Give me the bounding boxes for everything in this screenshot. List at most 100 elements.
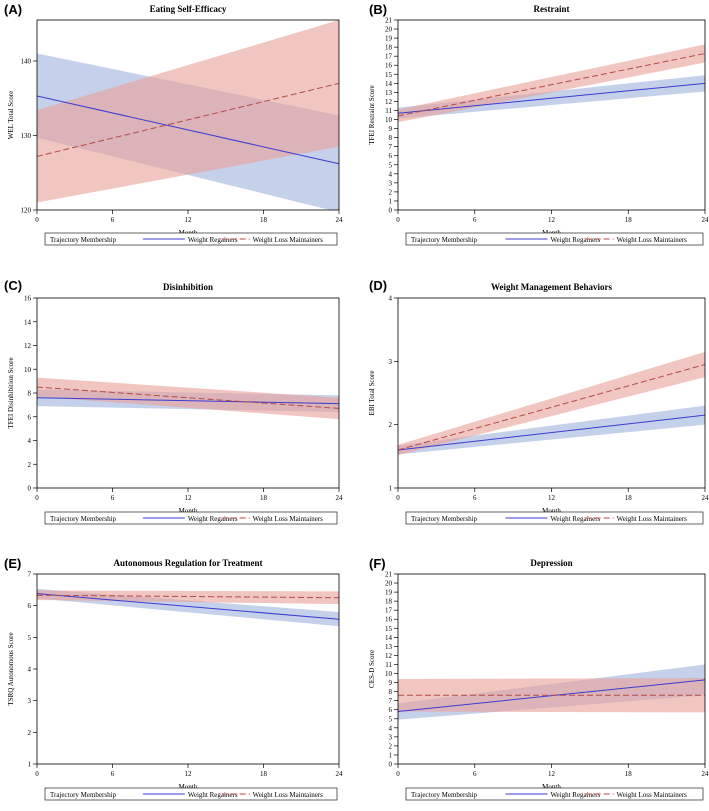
- y-tick-label: 8: [28, 390, 32, 398]
- y-tick-label: 140: [21, 57, 32, 65]
- panel-letter: (F): [369, 556, 386, 571]
- legend-regainers-label: Weight Regainers: [188, 515, 238, 523]
- y-tick-label: 7: [28, 571, 32, 579]
- y-tick-label: 16: [385, 62, 393, 70]
- chart-title: Eating Self-Efficacy: [150, 4, 227, 14]
- chart-title: Disinhibition: [163, 282, 213, 292]
- y-tick-label: 4: [28, 437, 32, 445]
- legend-maintainers-label: Weight Loss Maintainers: [253, 236, 323, 244]
- x-tick-label: 18: [625, 216, 633, 224]
- legend-title: Trajectory Membership: [50, 236, 117, 244]
- plot-area: [398, 44, 705, 123]
- y-tick-label: 10: [24, 366, 32, 374]
- y-tick-label: 16: [24, 295, 32, 303]
- y-tick-label: 8: [389, 134, 393, 142]
- y-tick-label: 15: [385, 71, 393, 79]
- y-tick-label: 14: [24, 318, 32, 326]
- maintainers-ci-band: [398, 351, 705, 456]
- legend-regainers-label: Weight Regainers: [188, 791, 238, 799]
- x-tick-label: 12: [185, 216, 193, 224]
- y-tick-label: 6: [28, 602, 32, 610]
- x-tick-label: 0: [35, 494, 39, 502]
- y-tick-label: 130: [21, 132, 32, 140]
- plot-area: [37, 588, 339, 627]
- y-tick-label: 3: [389, 733, 393, 741]
- x-tick-label: 12: [185, 770, 193, 778]
- x-axis-label: Month: [542, 507, 561, 515]
- legend-title: Trajectory Membership: [411, 515, 478, 523]
- regainers-line: [37, 593, 339, 620]
- legend-box: [405, 787, 704, 801]
- legend-regainers-label: Weight Regainers: [550, 236, 600, 244]
- legend: Trajectory Membership Weight Regainers Wei…: [44, 787, 338, 801]
- y-tick-label: 1: [389, 485, 393, 493]
- plot-frame: [397, 19, 706, 211]
- legend-title: Trajectory Membership: [50, 515, 117, 523]
- y-tick-label: 8: [389, 688, 393, 696]
- legend-regainers-label: Weight Regainers: [188, 236, 238, 244]
- maintainers-line: [37, 594, 339, 599]
- x-tick-label: 0: [35, 216, 39, 224]
- y-tick-label: 6: [389, 706, 393, 714]
- legend: Trajectory Membership Weight Regainers Wei…: [405, 787, 704, 801]
- y-axis-label: TFEI Disinhibition Score: [7, 357, 15, 428]
- panel-5: (E) Autonomous Regulation for Treatment 0 6…: [4, 556, 343, 801]
- maintainers-line: [398, 52, 705, 117]
- legend-box: [44, 232, 338, 246]
- y-tick-label: 4: [389, 295, 393, 303]
- panel-letter: (E): [4, 556, 21, 571]
- regainers-line: [37, 95, 339, 165]
- x-tick-label: 6: [111, 770, 115, 778]
- plot-area: [398, 351, 705, 456]
- maintainers-ci-band: [37, 20, 339, 203]
- regainers-ci-band: [398, 405, 705, 455]
- y-tick-label: 17: [385, 53, 393, 61]
- y-tick-label: 21: [385, 571, 393, 579]
- legend-maintainers-label: Weight Loss Maintainers: [253, 515, 323, 523]
- legend: Trajectory Membership Weight Regainers Wei…: [405, 232, 704, 246]
- legend-box: [44, 787, 338, 801]
- legend-maintainers-label: Weight Loss Maintainers: [253, 791, 323, 799]
- x-tick-label: 18: [260, 770, 268, 778]
- legend-maintainers-label: Weight Loss Maintainers: [617, 791, 687, 799]
- x-tick-label: 6: [111, 216, 115, 224]
- y-tick-label: 14: [385, 634, 393, 642]
- panel-letter: (B): [369, 2, 387, 17]
- y-tick-label: 2: [389, 742, 393, 750]
- plot-frame: [397, 297, 706, 489]
- y-tick-label: 19: [385, 589, 393, 597]
- legend-box: [405, 232, 704, 246]
- plot-area: [37, 377, 339, 420]
- maintainers-line: [398, 364, 705, 451]
- maintainers-line: [37, 386, 339, 409]
- x-tick-label: 0: [35, 770, 39, 778]
- y-tick-label: 12: [385, 652, 393, 660]
- y-tick-label: 20: [385, 26, 393, 34]
- y-tick-label: 10: [385, 670, 393, 678]
- y-tick-label: 20: [385, 580, 393, 588]
- y-tick-label: 6: [28, 413, 32, 421]
- y-tick-label: 5: [389, 715, 393, 723]
- y-axis-label: CES-D Score: [368, 650, 376, 688]
- y-tick-label: 2: [389, 188, 393, 196]
- y-tick-label: 14: [385, 80, 393, 88]
- maintainers-ci-band: [37, 590, 339, 605]
- legend-title: Trajectory Membership: [50, 791, 117, 799]
- plot-frame: [397, 573, 706, 765]
- x-axis-label: Month: [179, 507, 198, 515]
- x-tick-label: 24: [702, 494, 709, 502]
- x-tick-label: 12: [185, 494, 193, 502]
- legend-title: Trajectory Membership: [411, 791, 478, 799]
- plot-area: [37, 20, 339, 210]
- panel-2: (B)Restraint06121824Month012345678910111…: [368, 2, 709, 246]
- panel-letter: (A): [4, 2, 22, 17]
- chart-title: Depression: [530, 558, 572, 568]
- y-tick-label: 18: [385, 44, 393, 52]
- chart-title: Restraint: [534, 4, 570, 14]
- y-tick-label: 1: [28, 761, 32, 769]
- y-tick-label: 0: [389, 761, 393, 769]
- legend-maintainers-label: Weight Loss Maintainers: [617, 515, 687, 523]
